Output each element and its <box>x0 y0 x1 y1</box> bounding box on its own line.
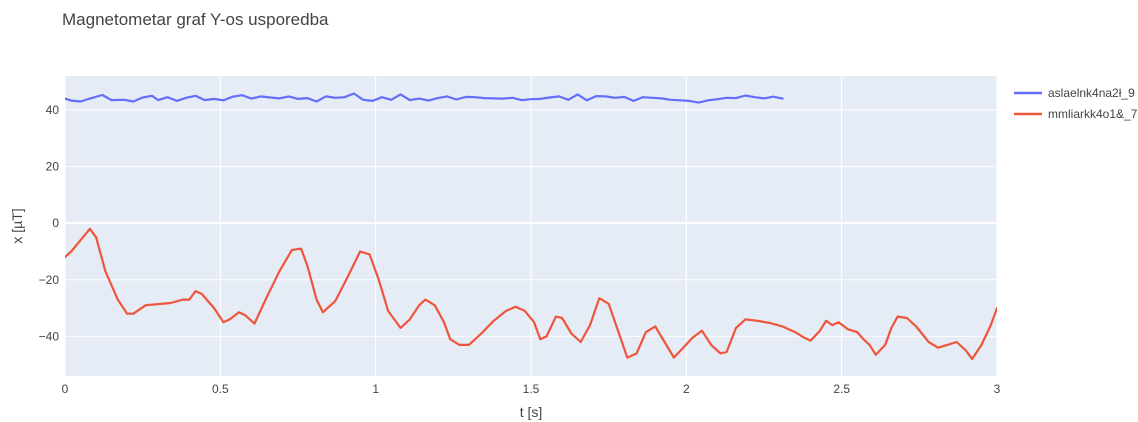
y-axis-title: x [µT] <box>9 208 25 243</box>
grid-lines <box>64 76 998 376</box>
x-tick-label: 3 <box>994 382 1001 396</box>
legend-label: aslaelnk4na2ł_9 <box>1048 86 1135 100</box>
x-tick-labels: 0 0.5 1 1.5 2 2.5 3 <box>62 382 1001 396</box>
chart-title: Magnetometar graf Y-os usporedba <box>62 10 329 29</box>
legend-item-2[interactable]: mmliarkk4o1&_7 <box>1014 107 1138 121</box>
y-tick-label: −20 <box>39 273 60 287</box>
series-line-2[interactable] <box>65 227 1016 361</box>
x-tick-label: 1 <box>372 382 379 396</box>
x-axis-title: t [s] <box>520 404 543 420</box>
series-lines <box>65 92 1016 361</box>
legend-item-1[interactable]: aslaelnk4na2ł_9 <box>1014 86 1135 100</box>
legend-label: mmliarkk4o1&_7 <box>1048 107 1138 121</box>
x-tick-label: 0 <box>62 382 69 396</box>
x-tick-label: 2.5 <box>833 382 850 396</box>
legend[interactable]: aslaelnk4na2ł_9 mmliarkk4o1&_7 <box>1014 86 1138 121</box>
x-tick-label: 2 <box>683 382 690 396</box>
y-tick-label: 20 <box>46 160 60 174</box>
y-tick-label: 0 <box>52 216 59 230</box>
x-tick-label: 1.5 <box>523 382 540 396</box>
x-tick-label: 0.5 <box>212 382 229 396</box>
y-tick-label: 40 <box>46 103 60 117</box>
y-tick-labels: −40 −20 0 20 40 <box>39 103 60 343</box>
series-line-1[interactable] <box>65 92 784 104</box>
y-tick-label: −40 <box>39 329 60 343</box>
